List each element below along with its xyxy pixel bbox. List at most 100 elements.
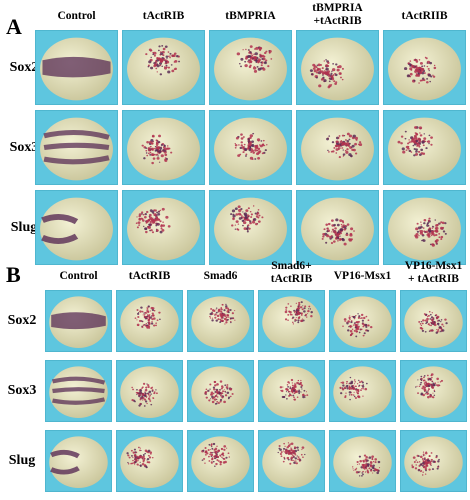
stain-dot: [333, 223, 336, 227]
stain-dot: [423, 230, 426, 233]
stain-dot: [369, 325, 373, 329]
stain-dot: [290, 388, 293, 391]
stain-dot: [215, 307, 218, 309]
stain-dot: [341, 143, 344, 146]
stain-dot: [242, 224, 244, 227]
stain-dot: [323, 60, 326, 62]
stain-dot: [427, 234, 431, 238]
stain-dot: [143, 312, 145, 314]
stain-dot: [350, 320, 353, 322]
stain-dot: [440, 330, 442, 333]
stain-dot: [280, 389, 282, 392]
stain-dot: [130, 449, 133, 452]
stain-dot: [407, 145, 410, 148]
stain-dot: [149, 310, 152, 312]
panel-b-tile: [329, 430, 396, 492]
stain-dot: [376, 471, 380, 475]
stain-dot: [355, 385, 357, 388]
stain-dot: [219, 460, 223, 464]
stain-dot: [231, 209, 236, 213]
stain-dot: [328, 235, 332, 239]
stain-dot: [416, 461, 419, 464]
stain-dot: [150, 403, 153, 406]
stain-dot: [145, 230, 148, 234]
stain-dot: [147, 326, 151, 329]
stain-dot: [148, 322, 151, 325]
stain-dot: [158, 311, 161, 314]
stain-dot: [149, 400, 152, 402]
stain-dot: [178, 60, 181, 63]
stain-dot: [426, 392, 429, 396]
stain-dot: [420, 148, 424, 152]
stain-dot: [367, 465, 370, 468]
stain-dot: [287, 303, 290, 305]
panel-a-row-label: Slug: [10, 219, 38, 235]
stain-dot: [279, 386, 283, 389]
stain-dot: [142, 382, 146, 385]
stain-dot: [441, 221, 445, 225]
stain-dot: [420, 375, 423, 378]
stain-dot: [132, 459, 134, 462]
stain-dot: [431, 468, 435, 471]
embryo-image: [262, 366, 321, 418]
stain-dot: [248, 219, 251, 222]
stain-dot: [147, 305, 150, 308]
stain-dot: [216, 400, 219, 403]
stain-dot: [418, 469, 420, 471]
stain-dot: [426, 65, 429, 68]
stain-dot: [284, 445, 286, 447]
stain-dot: [349, 398, 351, 401]
stain-dot: [326, 230, 329, 233]
embryo-image: [49, 296, 108, 348]
stain-dot: [225, 305, 228, 308]
panel-b-tile: [116, 430, 183, 492]
stain-dot: [333, 230, 337, 234]
stain-dot: [422, 144, 425, 147]
stain-dot: [424, 330, 427, 333]
stain-dot: [407, 142, 410, 145]
stain-dot: [138, 224, 141, 226]
stain-dot: [364, 387, 368, 391]
stain-dot: [434, 219, 437, 221]
stain-dot: [255, 144, 259, 148]
stain-dot: [421, 464, 425, 467]
stain-dot: [146, 306, 148, 309]
stain-dot: [156, 153, 159, 156]
stain-dot: [397, 140, 401, 144]
stain-dot: [210, 398, 212, 400]
stain-dot: [411, 137, 414, 139]
stain-dot: [223, 309, 226, 312]
stain-dot: [343, 142, 348, 146]
stain-dot: [248, 148, 252, 152]
stain-dot: [420, 320, 423, 323]
stain-dot: [214, 447, 218, 451]
stain-dot: [164, 62, 167, 65]
stain-dot: [431, 243, 434, 246]
stain-dot: [344, 387, 346, 390]
stain-dot: [424, 381, 428, 384]
stain-dot: [256, 65, 259, 68]
stain-dot: [286, 384, 289, 386]
stain-dot: [247, 229, 249, 231]
stain-dot: [295, 302, 298, 304]
stain-dot: [146, 313, 149, 315]
stain-dot: [423, 458, 426, 461]
stain-dot: [344, 149, 347, 152]
stain-dot: [352, 468, 354, 470]
stain-dot: [423, 375, 426, 377]
stain-dot: [298, 392, 301, 395]
stain-dot: [303, 389, 306, 392]
stain-dot: [342, 153, 346, 156]
panel-a-tile: [209, 110, 292, 185]
stain-dot: [148, 390, 152, 394]
stain-dot: [139, 310, 142, 313]
stain-dot: [219, 321, 222, 324]
embryo: [127, 197, 200, 261]
stain-dot: [288, 391, 291, 393]
stain-dot: [137, 312, 140, 314]
panel-a-column-label: tBMPRIA +tActRIB: [312, 2, 363, 27]
stain-dot: [204, 447, 207, 449]
stain-dot: [336, 68, 340, 72]
stain-dot: [156, 222, 160, 226]
stain-dot: [161, 45, 164, 47]
